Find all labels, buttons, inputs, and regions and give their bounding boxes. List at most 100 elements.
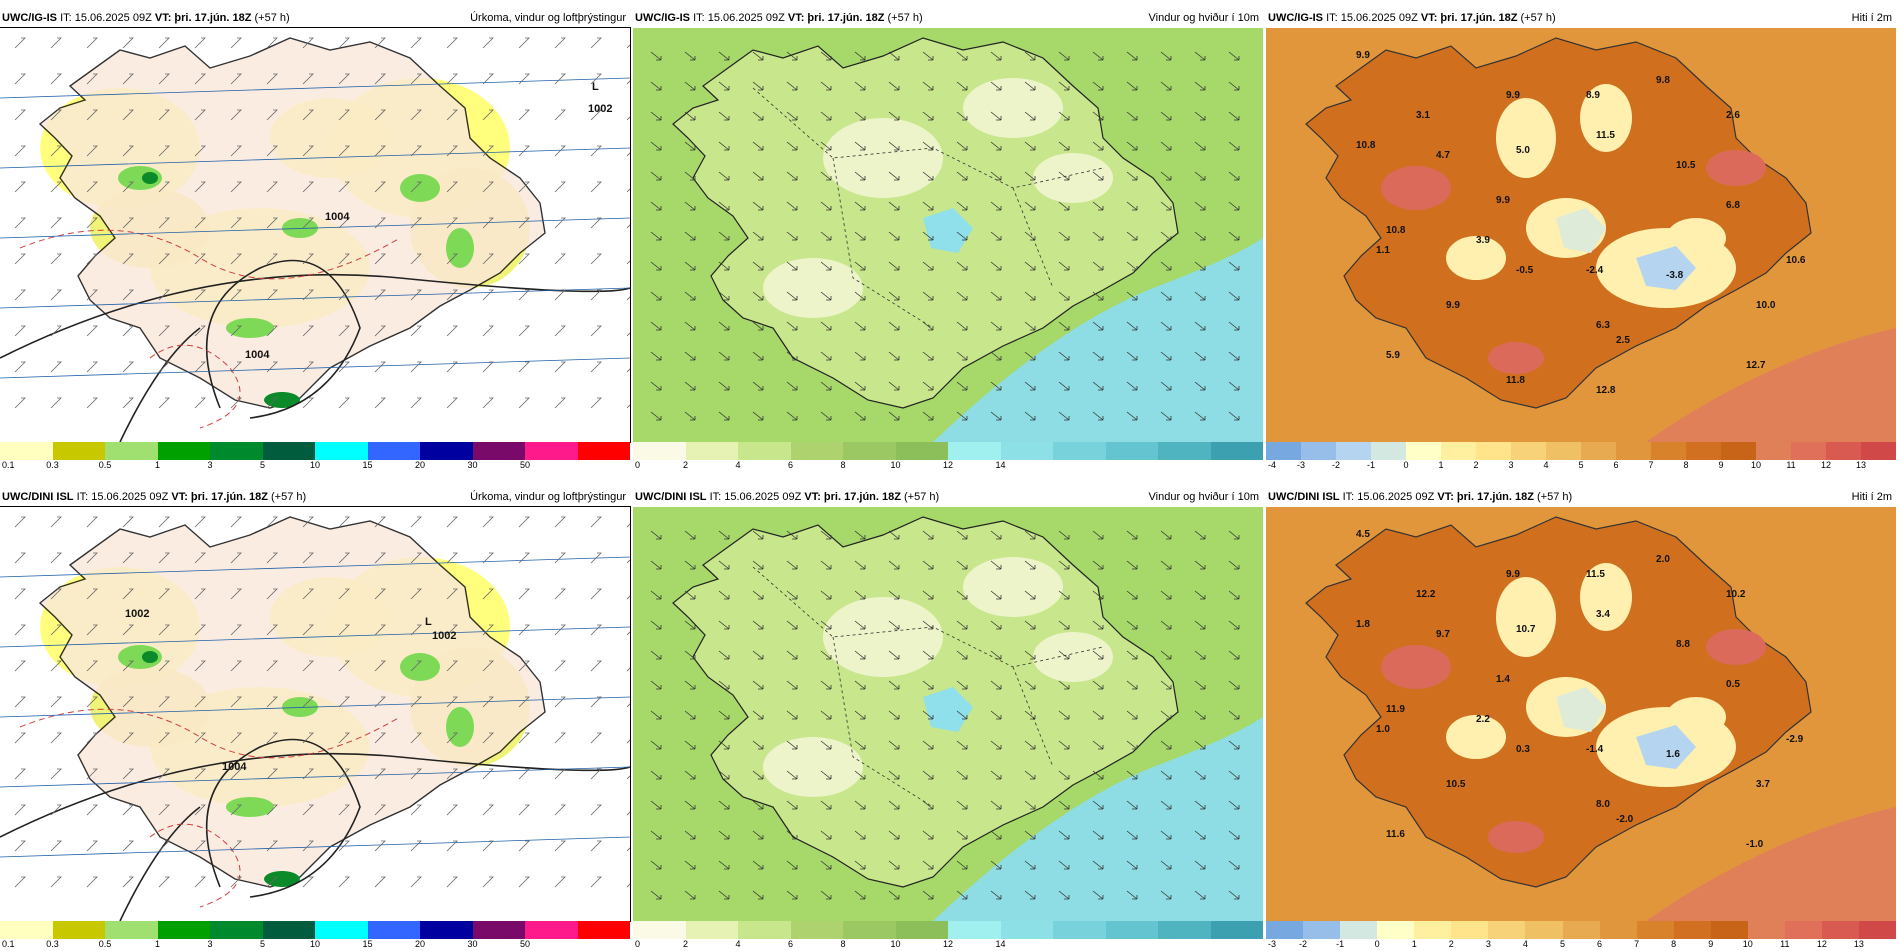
temperature-value: 0.5 xyxy=(1726,679,1740,690)
wind-barb xyxy=(302,397,314,409)
wind-barb xyxy=(410,840,422,852)
wind-barb xyxy=(194,397,206,409)
wind-barb xyxy=(446,804,458,816)
wind-barb xyxy=(86,768,98,780)
wind-barb xyxy=(410,289,422,301)
map-area[interactable]: L 1002 1004 1004 xyxy=(0,27,631,443)
wind-barb xyxy=(230,253,242,265)
legend-swatch xyxy=(1686,442,1721,460)
legend-ticks: 0 2 4 6 8 10 12 14 xyxy=(633,939,1263,951)
wind-barb xyxy=(590,325,602,337)
wind-arrow xyxy=(1024,710,1036,720)
wind-arrow xyxy=(1194,860,1206,870)
wind-barb xyxy=(410,253,422,265)
legend-tick-label: 1 xyxy=(1411,939,1417,949)
warm-sea-area xyxy=(1646,807,1896,921)
wind-arrow xyxy=(1058,201,1070,211)
legend-swatch xyxy=(1053,921,1106,939)
wind-barb xyxy=(50,732,62,744)
wind-arrow xyxy=(1024,231,1036,241)
temperature-value: 11.5 xyxy=(1586,569,1605,580)
wind-barb xyxy=(374,145,386,157)
wind-arrow xyxy=(718,231,730,241)
wind-arrow xyxy=(1228,261,1240,271)
wind-barb xyxy=(158,109,170,121)
temperature-value: 10.2 xyxy=(1726,589,1746,600)
wind-barb xyxy=(122,696,134,708)
wind-arrow xyxy=(922,740,934,750)
valid-label: VT: xyxy=(804,491,821,503)
wind-arrow xyxy=(786,201,798,211)
wind-arrow xyxy=(1092,51,1104,61)
wind-arrow xyxy=(1228,321,1240,331)
wind-barb xyxy=(194,289,206,301)
legend-tick-label: 8 xyxy=(1671,939,1677,949)
legend-tick-label: 20 xyxy=(414,939,426,949)
wind-arrow xyxy=(922,231,934,241)
wind-barb xyxy=(302,109,314,121)
legend-ticks: -4 -3 -2 -1 0 1 2 3 4 5 6 7 8 9 10 11 12 13 xyxy=(1266,460,1896,472)
wind-arrow xyxy=(650,530,662,540)
legend-swatch xyxy=(948,442,1001,460)
wind-barb xyxy=(518,37,530,49)
panel-header: UWC/IG-IS IT: 15.06.2025 09Z VT: þri. 17… xyxy=(0,8,630,28)
legend-tick-label: 9 xyxy=(1718,460,1724,470)
legend-swatch xyxy=(1861,442,1896,460)
wind-barb xyxy=(590,552,602,564)
wind-arrow xyxy=(820,800,832,810)
wind-arrow xyxy=(820,411,832,421)
wind-barb xyxy=(50,516,62,528)
wind-barb xyxy=(338,552,350,564)
wind-barb xyxy=(446,516,458,528)
legend-swatch xyxy=(472,442,525,460)
wind-barb xyxy=(554,840,566,852)
temperature-value: 4.7 xyxy=(1436,150,1450,161)
wind-barb xyxy=(230,289,242,301)
map-area[interactable]: 9.9 3.1 9.9 8.9 9.8 2.6 10.8 4.7 5.0 11.5 10.5 9.9 1… xyxy=(1266,28,1896,442)
warm-area xyxy=(1381,645,1451,689)
wind-barb xyxy=(158,552,170,564)
wind-arrow xyxy=(1024,351,1036,361)
legend-tick-label: 0.3 xyxy=(46,460,59,470)
wind-arrow xyxy=(854,261,866,271)
wind-barb xyxy=(554,624,566,636)
wind-barb xyxy=(410,516,422,528)
wind-barb xyxy=(266,145,278,157)
wind-arrow xyxy=(820,111,832,121)
wind-barb xyxy=(266,588,278,600)
wind-arrow xyxy=(1024,620,1036,630)
wind-barb xyxy=(446,181,458,193)
legend-swatch xyxy=(1000,442,1053,460)
wind-arrow xyxy=(1160,351,1172,361)
wind-barb xyxy=(338,289,350,301)
map-area[interactable] xyxy=(633,28,1263,442)
map-area[interactable]: 4.5 12.2 9.9 11.5 2.0 10.2 1.8 9.7 10.7 3.4 8.8 1.4… xyxy=(1266,507,1896,921)
wind-arrow xyxy=(1058,321,1070,331)
wind-barb xyxy=(266,624,278,636)
wind-barb xyxy=(410,361,422,373)
legend-swatch xyxy=(790,442,843,460)
wind-barb xyxy=(194,660,206,672)
legend-tick-label: 12 xyxy=(1820,460,1832,470)
wind-barb xyxy=(482,145,494,157)
temperature-value: 12.7 xyxy=(1746,360,1766,371)
valid-label: VT: xyxy=(1437,491,1454,503)
init-time: IT: 15.06.2025 09Z xyxy=(76,491,169,503)
wind-arrow xyxy=(1194,141,1206,151)
legend-ticks: 0 2 4 6 8 10 12 14 xyxy=(633,460,1263,472)
wind-arrow xyxy=(1160,291,1172,301)
temperature-value: 3.4 xyxy=(1596,609,1610,620)
wind-barb xyxy=(410,325,422,337)
wind-arrow xyxy=(990,590,1002,600)
legend-tick-label: 7 xyxy=(1648,460,1654,470)
wind-arrow xyxy=(1024,530,1036,540)
wind-arrow xyxy=(1228,740,1240,750)
wind-arrow xyxy=(650,590,662,600)
map-area[interactable]: 1002 L 1002 1004 xyxy=(0,506,631,922)
map-area[interactable] xyxy=(633,507,1263,921)
wind-barb xyxy=(50,552,62,564)
wind-barb xyxy=(266,696,278,708)
legend-swatch xyxy=(1562,921,1600,939)
wind-barb xyxy=(410,876,422,888)
wind-arrow xyxy=(956,680,968,690)
